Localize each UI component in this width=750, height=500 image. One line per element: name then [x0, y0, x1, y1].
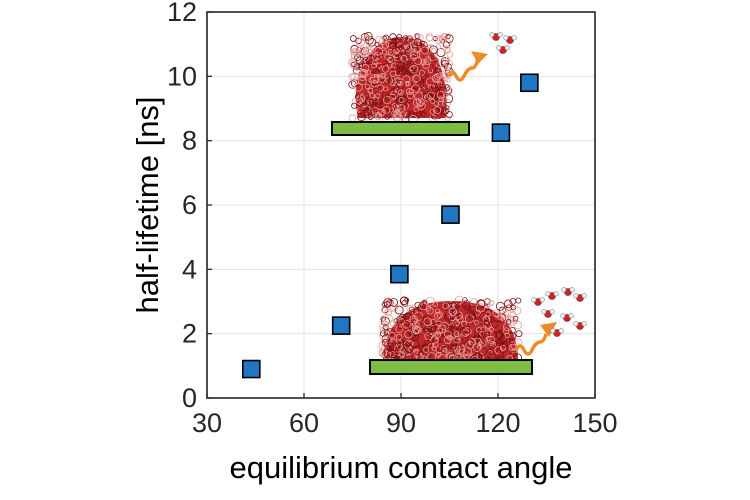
data-point-2: [331, 316, 351, 335]
x-axis-label: equilibrium contact angle: [230, 450, 573, 485]
x-tick-label-30: 30: [192, 408, 222, 438]
x-tick-label-60: 60: [289, 408, 319, 438]
evaporation-arrowhead-low: [540, 322, 557, 337]
substrate-low: [369, 359, 533, 375]
substrate-high: [331, 121, 470, 136]
droplet-texture-low: [378, 295, 523, 360]
y-tick-label-8: 8: [182, 126, 197, 156]
ticks: [206, 11, 596, 399]
evaporation-arrow-high: [446, 57, 480, 82]
water-molecules-low: [531, 287, 587, 337]
tick-labels: 30 60 90 120 150 0 2 4 6 8 10 12: [167, 0, 618, 438]
evaporation-arrow-low: [514, 333, 548, 356]
data-point-1: [241, 359, 261, 379]
y-axis-label: half-lifetime [ns]: [130, 96, 165, 313]
water-molecules-high: [489, 32, 517, 54]
data-point-4: [441, 205, 460, 224]
y-tick-label-2: 2: [182, 319, 197, 349]
evaporation-arrowhead-high: [471, 51, 488, 64]
data-points: [241, 73, 539, 379]
y-tick-label-10: 10: [167, 61, 197, 91]
y-tick-label-4: 4: [182, 254, 197, 284]
data-point-6: [520, 73, 539, 93]
data-point-5: [491, 123, 511, 142]
y-tick-label-6: 6: [182, 190, 197, 220]
inset-low-contact-angle: [369, 287, 587, 375]
y-tick-label-12: 12: [167, 0, 197, 27]
x-tick-label-90: 90: [386, 408, 416, 438]
droplet-texture-high: [348, 31, 454, 122]
x-tick-label-150: 150: [572, 408, 617, 438]
y-tick-label-0: 0: [182, 383, 197, 413]
inset-high-contact-angle: [331, 31, 517, 136]
x-tick-label-120: 120: [475, 408, 520, 438]
data-point-3: [390, 264, 409, 284]
